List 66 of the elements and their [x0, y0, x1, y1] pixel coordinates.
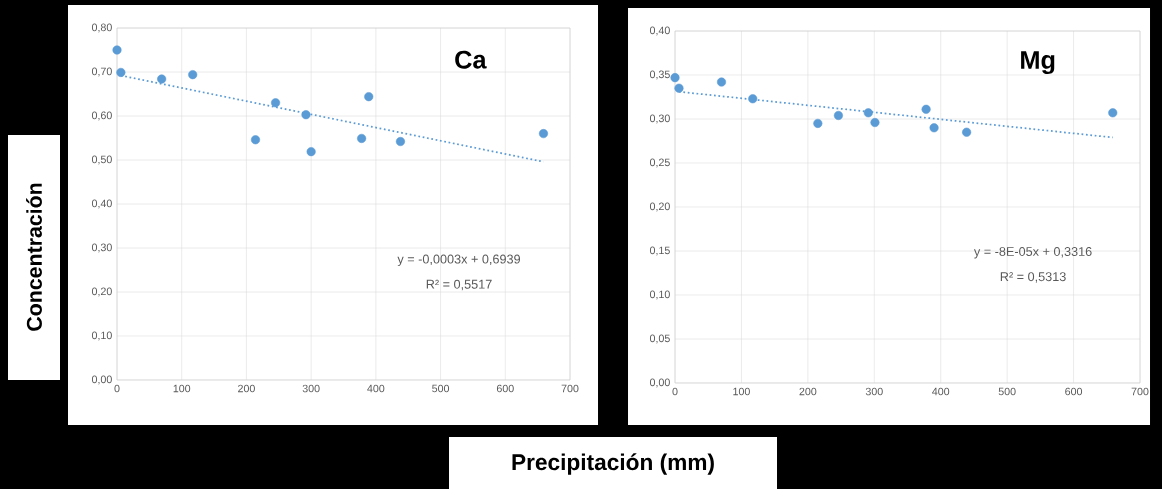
y-tick-label: 0,30 — [91, 243, 112, 253]
y-tick-label: 0,60 — [91, 111, 112, 121]
x-tick-label: 600 — [496, 384, 514, 393]
y-tick-label: 0,40 — [91, 199, 112, 209]
point — [748, 94, 758, 104]
x-tick-label: 500 — [432, 384, 450, 393]
x-tick-label: 0 — [114, 384, 120, 393]
x-tick-label: 400 — [367, 384, 385, 393]
annotation: y = -8E-05x + 0,3316 — [973, 247, 1092, 259]
point — [921, 104, 931, 114]
x-tick-label: 200 — [238, 384, 255, 393]
x-tick-label: 100 — [733, 387, 750, 396]
y-tick-label: 0,00 — [91, 375, 112, 385]
x-tick-label: 200 — [799, 387, 817, 396]
y-tick-label: 0,10 — [649, 290, 670, 300]
point — [813, 118, 823, 128]
x-tick-label: 100 — [173, 384, 191, 393]
y-tick-label: 0,20 — [91, 287, 112, 297]
y-tick-label: 0,25 — [649, 158, 670, 168]
point — [863, 108, 873, 118]
x-tick-label: 500 — [998, 387, 1016, 396]
x-tick-label: 300 — [302, 384, 320, 393]
annotation: R² = 0,5517 — [426, 279, 492, 291]
point — [306, 147, 316, 157]
y-axis-title: Concentración — [26, 183, 42, 331]
point — [833, 110, 843, 121]
point — [395, 136, 405, 147]
y-tick-label: 0,50 — [91, 155, 112, 165]
y-tick-label: 0,20 — [649, 202, 670, 212]
point — [271, 98, 281, 108]
x-tick-label: 400 — [932, 387, 950, 396]
y-tick-label: 0,70 — [91, 67, 112, 77]
point — [357, 133, 367, 143]
point — [674, 83, 684, 93]
y-tick-label: 0,15 — [649, 246, 670, 256]
y-tick-label: 0,00 — [649, 378, 670, 388]
point — [870, 117, 880, 128]
point — [250, 135, 261, 145]
x-tick-label: 700 — [561, 384, 579, 393]
point — [538, 129, 549, 139]
point — [716, 77, 727, 87]
y-tick-label: 0,05 — [649, 334, 670, 344]
point — [670, 73, 680, 83]
point — [157, 74, 167, 84]
point — [301, 110, 311, 120]
x-axis-title: Precipitación (mm) — [512, 453, 714, 475]
point — [929, 123, 939, 133]
y-tick-label: 0,80 — [91, 23, 112, 33]
y-tick-label: 0,35 — [649, 70, 670, 80]
x-tick-label: 300 — [865, 387, 883, 396]
text: Mg — [1021, 51, 1055, 75]
annotation: y = -0,0003x + 0,6939 — [397, 254, 521, 267]
y-tick-label: 0,40 — [649, 26, 670, 36]
point — [116, 67, 126, 77]
point — [112, 45, 122, 55]
point — [364, 92, 374, 102]
x-tick-label: 700 — [1131, 387, 1149, 396]
point — [1108, 108, 1118, 118]
text: Ca — [455, 50, 487, 69]
point — [188, 70, 198, 80]
y-tick-label: 0,30 — [649, 114, 670, 124]
annotation: R² = 0,5313 — [1000, 272, 1066, 283]
y-tick-label: 0,10 — [91, 331, 112, 341]
x-tick-label: 600 — [1065, 387, 1083, 396]
x-tick-label: 0 — [672, 387, 678, 396]
point — [962, 127, 972, 137]
